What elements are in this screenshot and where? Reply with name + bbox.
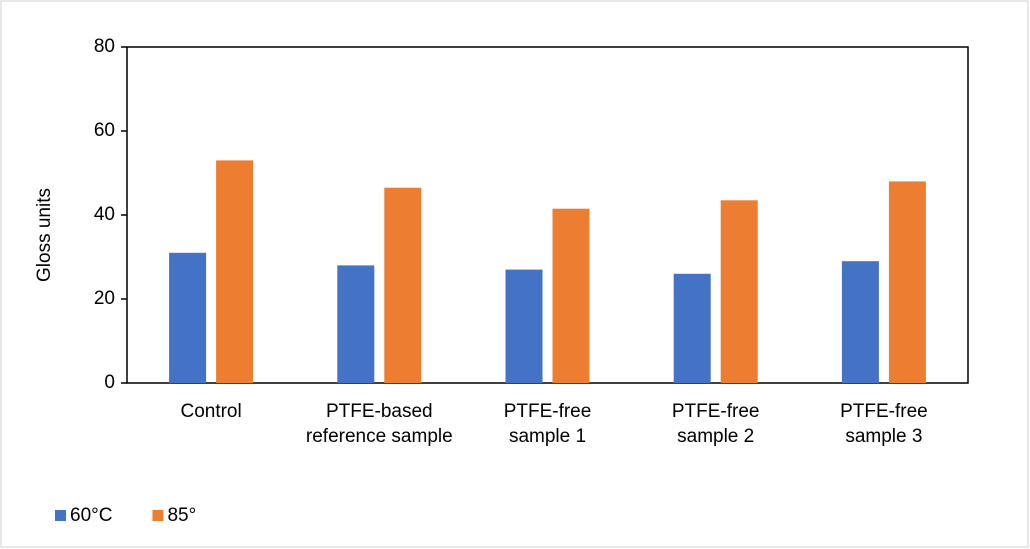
y-tick-label: 0 [104,372,115,393]
x-tick-label: PTFE-based reference sample [305,401,453,447]
y-axis-label: Gloss units [34,188,55,282]
legend-label: 85° [167,505,196,526]
legend-swatch [55,510,66,521]
y-tick-label: 60 [94,120,115,141]
bar [505,269,543,383]
y-tick-label: 80 [94,36,115,57]
x-tick-label: PTFE-free sample 1 [503,401,592,447]
x-tick-label: Control [180,401,242,422]
bar [169,252,207,383]
legend-swatch [152,510,164,521]
bar [720,200,758,383]
bar [673,273,711,383]
x-tick-label: PTFE-free sample 3 [840,401,928,447]
bar [552,208,590,383]
bar [384,187,422,383]
legend-label: 60°C [70,505,112,526]
y-tick-label: 20 [94,288,115,309]
bar [888,181,926,383]
x-tick-label: PTFE-free sample 2 [671,401,760,447]
bar [841,261,879,383]
bar [337,265,375,383]
y-tick-label: 40 [94,204,115,225]
bar [216,160,254,383]
